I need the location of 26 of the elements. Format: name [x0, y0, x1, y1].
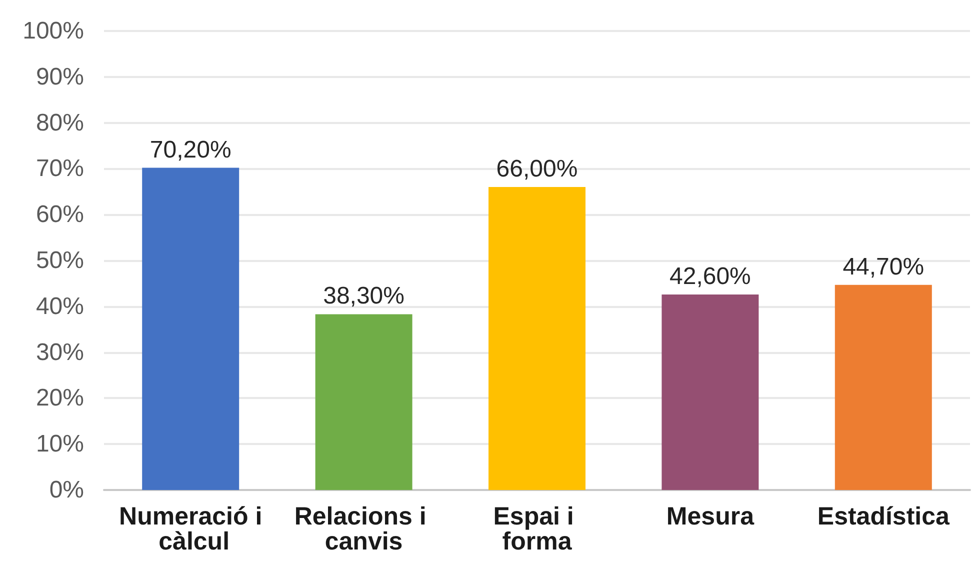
bar — [488, 187, 586, 490]
y-tick-label: 90% — [36, 63, 84, 90]
y-tick-label: 70% — [36, 155, 84, 182]
x-tick-label: Espai i forma — [493, 502, 581, 556]
data-label: 38,30% — [323, 282, 405, 310]
x-tick-label: Estadística — [817, 502, 950, 530]
data-label: 42,60% — [669, 262, 751, 290]
x-tick-label: Mesura — [666, 502, 756, 530]
y-tick-label: 30% — [36, 338, 84, 366]
data-label: 70,20% — [150, 136, 232, 164]
y-tick-label: 100% — [22, 18, 84, 44]
y-tick-label: 60% — [36, 201, 84, 228]
data-label: 44,70% — [842, 253, 924, 280]
data-label: 66,00% — [496, 156, 578, 183]
x-tick-label: Relacions i canvis — [294, 502, 434, 556]
x-tick-label: Numeració i càlcul — [119, 502, 262, 556]
y-tick-label: 50% — [36, 247, 84, 274]
y-tick-label: 40% — [36, 292, 84, 320]
bar — [662, 294, 759, 490]
y-tick-label: 0% — [49, 476, 84, 504]
bar — [834, 284, 932, 490]
y-tick-label: 20% — [36, 384, 84, 412]
bar — [142, 168, 240, 490]
y-tick-label: 10% — [36, 430, 84, 458]
y-tick-label: 80% — [36, 109, 84, 136]
bar — [315, 314, 412, 490]
